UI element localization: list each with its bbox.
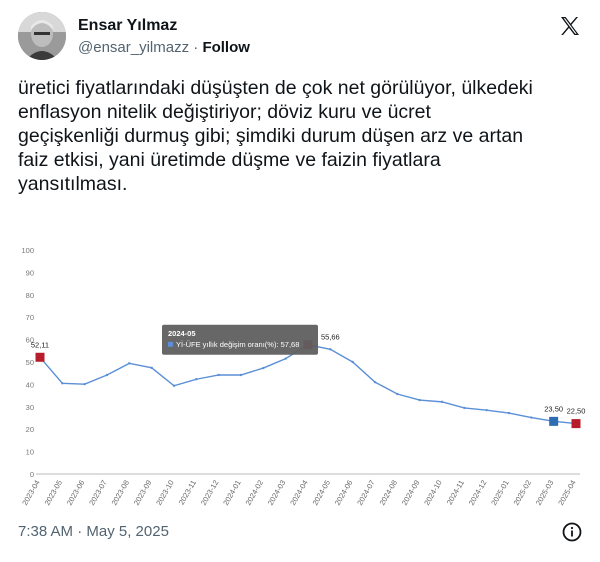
display-name[interactable]: Ensar Yılmaz <box>78 17 178 34</box>
data-point <box>284 357 287 360</box>
x-tick-label: 2023-09 <box>132 479 154 507</box>
x-tick-label: 2024-12 <box>467 479 489 507</box>
x-tick-label: 2024-01 <box>221 479 243 507</box>
x-tick-label: 2024-11 <box>445 479 466 507</box>
data-point <box>396 392 399 396</box>
data-point <box>83 382 86 386</box>
x-tick-label: 2025-04 <box>556 479 578 507</box>
y-tick-label: 70 <box>26 313 34 322</box>
data-point <box>463 406 466 410</box>
data-point <box>440 400 444 404</box>
data-label: 55,66 <box>321 332 340 341</box>
data-point <box>217 373 220 377</box>
follow-button[interactable]: Follow <box>202 39 250 56</box>
highlight-marker <box>549 416 559 426</box>
x-tick-label: 2024-03 <box>266 479 288 507</box>
tweet-header: Ensar Yılmaz @ensar_yilmazz · Follow <box>18 12 584 62</box>
data-point <box>150 366 153 370</box>
data-point <box>172 384 176 387</box>
y-tick-label: 80 <box>26 291 34 300</box>
x-tick-label: 2024-05 <box>311 479 333 507</box>
x-tick-label: 2024-08 <box>378 479 400 507</box>
x-tick-label: 2025-03 <box>534 479 556 507</box>
data-label: 23,50 <box>544 404 563 413</box>
highlight-marker <box>35 352 45 362</box>
data-label: 22,50 <box>567 407 586 416</box>
y-tick-label: 40 <box>26 380 34 389</box>
data-point <box>530 416 533 419</box>
y-tick-label: 0 <box>30 470 34 479</box>
x-tick-label: 2023-11 <box>177 479 198 507</box>
tooltip-series: Yİ-ÜFE yıllık değişim oranı(%): 57,68 <box>176 340 299 349</box>
data-point <box>485 408 488 412</box>
tooltip-box <box>162 324 318 355</box>
data-point <box>329 348 332 351</box>
data-point <box>351 360 354 364</box>
y-tick-label: 100 <box>21 246 34 255</box>
y-tick-label: 20 <box>26 425 34 434</box>
x-tick-label: 2023-10 <box>154 479 176 507</box>
tweet-footer: 7:38 AM · May 5, 2025 <box>18 520 584 544</box>
separator: · <box>193 39 199 56</box>
data-point <box>262 366 265 370</box>
data-point <box>128 362 131 365</box>
series-line <box>39 344 577 425</box>
data-point <box>105 373 109 377</box>
data-point <box>195 378 198 381</box>
x-tick-label: 2024-04 <box>288 479 310 507</box>
x-tick-label: 2023-12 <box>199 479 221 507</box>
y-tick-label: 10 <box>26 448 34 457</box>
data-point <box>507 411 511 415</box>
x-tick-label: 2024-02 <box>244 479 266 507</box>
y-tick-label: 60 <box>26 336 34 345</box>
x-tick-label: 2023-07 <box>87 479 109 507</box>
highlight-marker <box>571 419 581 429</box>
y-tick-label: 90 <box>26 268 34 277</box>
x-tick-label: 2024-10 <box>422 479 444 507</box>
avatar[interactable] <box>18 12 66 60</box>
y-tick-label: 50 <box>26 358 34 367</box>
data-point <box>61 382 64 385</box>
chart-image: 0 10 20 30 40 50 60 70 80 90 100 2023-04 2023-05 2023… <box>8 236 592 522</box>
y-tick-label: 30 <box>26 403 34 412</box>
x-tick-label: 2023-04 <box>20 479 42 507</box>
tooltip-title: 2024-05 <box>168 329 196 338</box>
author-info: Ensar Yılmaz @ensar_yilmazz · Follow <box>78 16 250 58</box>
x-tick-label: 2023-05 <box>43 479 65 507</box>
x-tick-label: 2024-07 <box>355 479 377 507</box>
timestamp[interactable]: 7:38 AM · May 5, 2025 <box>18 523 169 540</box>
x-tick-label: 2024-09 <box>400 479 422 507</box>
x-tick-label: 2023-06 <box>65 479 87 507</box>
x-tick-label: 2023-08 <box>110 479 132 507</box>
handle-row: @ensar_yilmazz · Follow <box>78 38 250 58</box>
data-point <box>373 380 377 384</box>
info-icon[interactable] <box>562 522 582 542</box>
x-logo-icon[interactable] <box>558 14 582 38</box>
data-label: 52,11 <box>31 340 49 349</box>
tooltip-swatch <box>168 341 173 347</box>
x-tick-label: 2024-06 <box>333 479 355 507</box>
data-point <box>239 373 243 377</box>
data-point <box>418 398 421 402</box>
tweet-text: üretici fiyatlarındaki düşüşten de çok n… <box>18 77 533 195</box>
handle[interactable]: @ensar_yilmazz <box>78 39 190 56</box>
x-tick-label: 2025-01 <box>489 479 511 507</box>
x-tick-label: 2025-02 <box>512 479 534 507</box>
